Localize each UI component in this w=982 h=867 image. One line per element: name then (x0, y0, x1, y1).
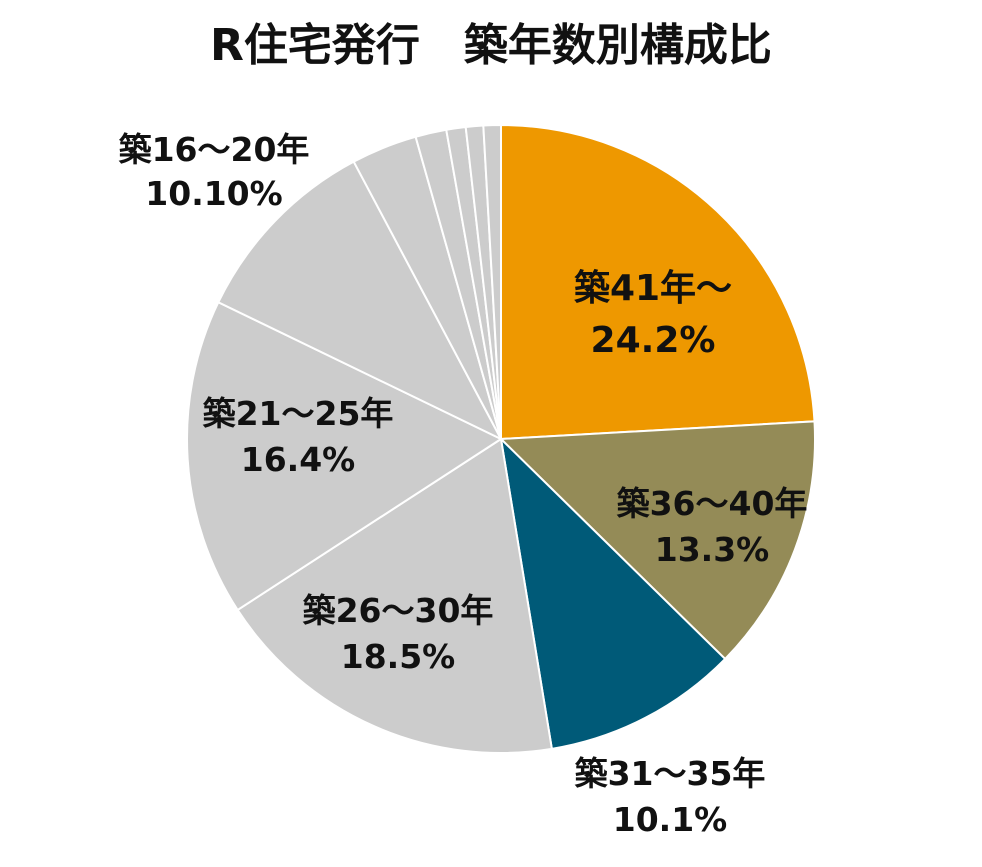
slice-percent-2: 10.1% (613, 800, 728, 839)
slice-label-3: 築26～30年 (303, 591, 494, 630)
chart-title: R住宅発行 築年数別構成比 (210, 20, 772, 71)
pie-slice-10 (482, 123, 502, 440)
slice-label-5: 築16～20年 (119, 130, 310, 169)
pie-slice-3 (236, 437, 554, 754)
pie-slice-2 (499, 436, 727, 750)
pie-slices (186, 123, 816, 754)
pie-slice-1 (498, 420, 816, 661)
pie-slice-0 (500, 123, 816, 441)
pie-slice-4 (186, 300, 504, 612)
slice-percent-1: 13.3% (655, 530, 770, 569)
slice-percent-5: 10.10% (145, 174, 282, 213)
slice-label-1: 築36～40年 (617, 484, 808, 523)
slice-label-2: 築31～35年 (575, 754, 766, 793)
pie-labels: 築41年～ 24.2% 築36～40年 13.3% 築31～35年 10.1% 築26～30… (119, 130, 808, 839)
slice-percent-0: 24.2% (591, 320, 716, 361)
pie-slice-5 (217, 160, 504, 442)
slice-label-4: 築21～25年 (203, 394, 394, 433)
slice-percent-3: 18.5% (341, 637, 456, 676)
slice-percent-4: 16.4% (241, 440, 356, 479)
slice-label-0: 築41年～ (574, 268, 732, 309)
